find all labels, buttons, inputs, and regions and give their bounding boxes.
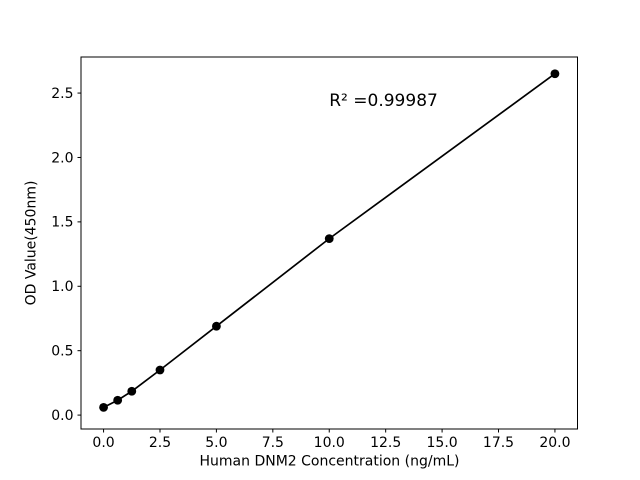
y-tick-label: 0.0 (51, 408, 73, 424)
y-axis-title: OD Value(450nm) (24, 181, 40, 306)
x-tick-label: 20.0 (539, 435, 570, 451)
x-tick-label: 12.5 (370, 435, 401, 451)
r-squared-annotation: R² =0.99987 (329, 91, 438, 111)
data-point (212, 321, 221, 331)
data-point (99, 402, 108, 412)
y-tick-label: 1.5 (51, 215, 73, 231)
x-tick-label: 17.5 (483, 435, 514, 451)
y-tick-label: 0.5 (51, 343, 73, 359)
x-tick-label: 15.0 (427, 435, 458, 451)
x-tick-label: 7.5 (262, 435, 284, 451)
data-point (550, 69, 560, 79)
y-tick-label: 2.5 (51, 86, 73, 102)
x-tick-label: 5.0 (205, 435, 227, 451)
data-point (127, 386, 137, 396)
x-tick-label: 10.0 (314, 435, 345, 451)
x-tick-label: 0.0 (92, 435, 114, 451)
data-point (113, 395, 123, 405)
y-tick-label: 1.0 (51, 279, 73, 295)
y-tick-label: 2.0 (51, 150, 73, 166)
data-point (155, 365, 165, 375)
data-point (324, 234, 334, 244)
x-axis-title: Human DNM2 Concentration (ng/mL) (200, 454, 460, 470)
x-tick-label: 2.5 (149, 435, 171, 451)
